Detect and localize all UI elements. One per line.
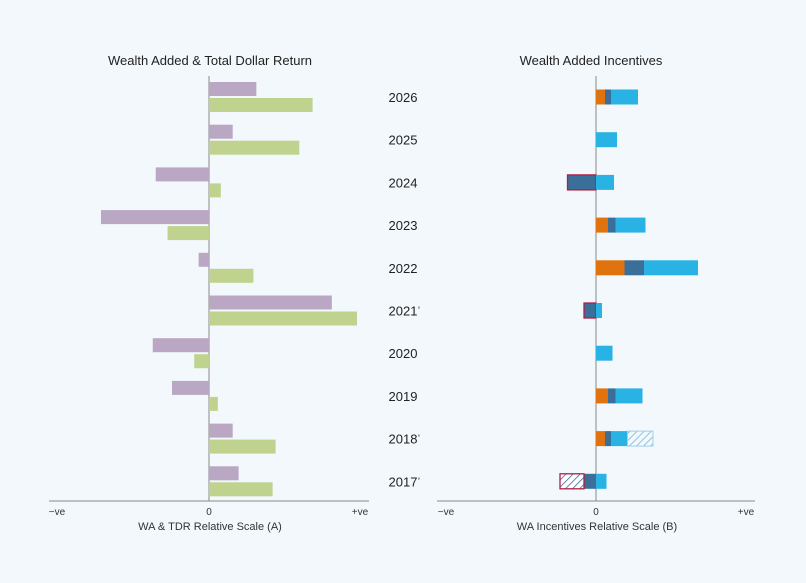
year-label-2024: 2024 <box>389 175 418 190</box>
total-dollar-return-bar-2017 <box>209 482 273 497</box>
total-dollar-return-bar-2018 <box>209 439 276 454</box>
total-dollar-return-bar-2024 <box>209 183 221 198</box>
incentive-segment-2022-1 <box>624 260 644 276</box>
incentive-segment-2026-1 <box>605 89 611 105</box>
total-dollar-return-bar-2020 <box>194 354 209 369</box>
wealth-added-bar-2020 <box>152 338 209 353</box>
year-label-2025: 2025 <box>389 133 418 148</box>
total-dollar-return-bar-2025 <box>209 140 300 155</box>
year-marker-2017: ' <box>418 476 420 487</box>
left-chart-title: Wealth Added & Total Dollar Return <box>108 53 312 68</box>
incentive-segment-2022-2 <box>644 260 698 276</box>
year-label-2026: 2026 <box>389 90 418 105</box>
left-x-axis-label: WA & TDR Relative Scale (A) <box>138 521 282 533</box>
incentive-segment-2023-2 <box>615 217 646 233</box>
right-tick-neg: −ve <box>438 507 455 518</box>
wealth-added-bar-2024 <box>155 167 209 182</box>
year-marker-2018: ' <box>418 434 420 445</box>
incentive-segment-2022-0 <box>596 260 625 276</box>
right-chart-title: Wealth Added Incentives <box>520 53 663 68</box>
wealth-added-bar-2023 <box>100 210 209 225</box>
incentive-segment-2021-1 <box>596 303 602 318</box>
year-label-2022: 2022 <box>389 261 418 276</box>
wealth-added-bar-2025 <box>209 124 233 139</box>
year-label-2023: 2023 <box>389 218 418 233</box>
incentive-segment-2018-2 <box>611 431 628 447</box>
incentive-segment-2023-1 <box>608 217 616 233</box>
right-tick-pos: +ve <box>738 507 755 518</box>
incentive-segment-2017-1 <box>559 473 585 490</box>
incentive-segment-2017-2 <box>596 473 607 489</box>
year-label-2020: 2020 <box>389 346 418 361</box>
incentive-segment-2019-1 <box>608 388 616 404</box>
year-label-2017: 2017 <box>389 474 418 489</box>
incentive-segment-2025-0 <box>596 132 617 148</box>
wealth-added-bar-2021 <box>209 295 332 310</box>
incentive-segment-2026-0 <box>596 89 605 105</box>
wealth-added-bar-2022 <box>198 252 209 267</box>
total-dollar-return-bar-2026 <box>209 98 313 112</box>
incentive-segment-2024-0 <box>566 174 597 191</box>
wealth-added-bar-2026 <box>209 82 257 96</box>
wealth-added-bar-2019 <box>172 380 209 395</box>
wealth-added-bar-2017 <box>209 466 239 481</box>
total-dollar-return-bar-2023 <box>167 226 209 241</box>
left-tick-neg: −ve <box>49 507 66 518</box>
year-label-2019: 2019 <box>389 389 418 404</box>
incentive-segment-2024-1 <box>596 174 614 190</box>
incentive-segment-2019-2 <box>615 388 643 404</box>
left-tick-pos: +ve <box>352 507 369 518</box>
incentive-segment-2019-0 <box>596 388 608 404</box>
incentive-segment-2018-0 <box>596 431 605 447</box>
incentive-segment-2023-0 <box>596 217 608 233</box>
wealth-added-bar-2018 <box>209 423 233 438</box>
year-label-2021: 2021 <box>389 304 418 319</box>
right-tick-zero: 0 <box>593 507 599 518</box>
incentive-segment-2017-0 <box>584 473 596 489</box>
year-marker-2021: ' <box>418 306 420 317</box>
incentive-segment-2018-3 <box>627 430 654 447</box>
total-dollar-return-bar-2021 <box>209 311 357 326</box>
year-label-2018: 2018 <box>389 432 418 447</box>
incentive-segment-2026-2 <box>611 89 638 105</box>
right-x-axis-label: WA Incentives Relative Scale (B) <box>517 521 677 533</box>
left-tick-zero: 0 <box>206 507 212 518</box>
incentive-segment-2020-0 <box>596 345 613 361</box>
total-dollar-return-bar-2019 <box>209 396 218 411</box>
incentive-segment-2018-1 <box>605 431 611 447</box>
incentive-segment-2021-0 <box>583 302 597 319</box>
total-dollar-return-bar-2022 <box>209 268 254 283</box>
